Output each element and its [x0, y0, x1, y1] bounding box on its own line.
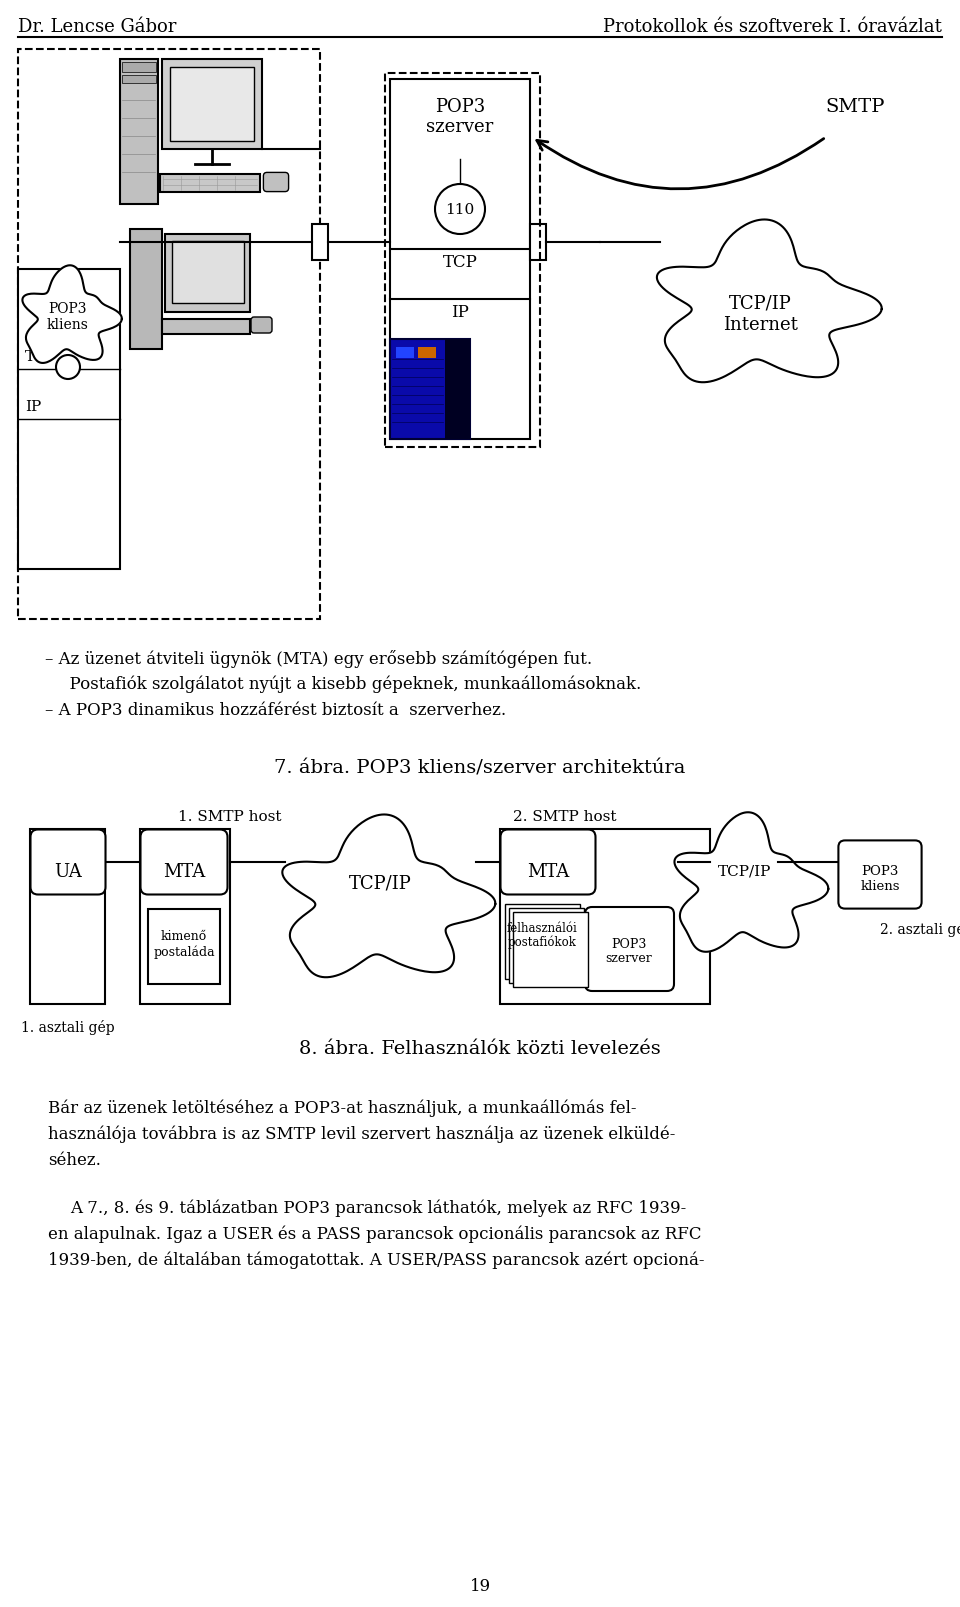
Text: kliens: kliens: [47, 318, 89, 331]
Text: 2. SMTP host: 2. SMTP host: [514, 810, 616, 823]
Text: POP3: POP3: [435, 98, 485, 116]
Bar: [445, 339, 470, 440]
Bar: [122, 63, 156, 72]
Bar: [505, 905, 580, 979]
Text: MTA: MTA: [527, 863, 569, 881]
Text: MTA: MTA: [163, 863, 205, 881]
Bar: [165, 235, 250, 313]
Text: A 7., 8. és 9. táblázatban POP3 parancsok láthatók, melyek az RFC 1939-: A 7., 8. és 9. táblázatban POP3 parancso…: [70, 1199, 686, 1216]
Text: Bár az üzenek letöltéséhez a POP3-at használjuk, a munkaállómás fel-: Bár az üzenek letöltéséhez a POP3-at has…: [48, 1099, 636, 1117]
Text: Dr. Lencse Gábor: Dr. Lencse Gábor: [18, 18, 177, 35]
FancyBboxPatch shape: [838, 840, 922, 910]
Bar: [170, 67, 254, 141]
Text: POP3: POP3: [612, 937, 647, 950]
Text: en alapulnak. Igaz a USER és a PASS parancsok opcionális parancsok az RFC: en alapulnak. Igaz a USER és a PASS para…: [48, 1225, 702, 1242]
FancyBboxPatch shape: [31, 829, 106, 895]
FancyArrowPatch shape: [537, 140, 824, 190]
Text: 1939-ben, de általában támogatottak. A USER/PASS parancsok azért opcioná-: 1939-ben, de általában támogatottak. A U…: [48, 1252, 705, 1268]
Text: – Az üzenet átviteli ügynök (MTA) egy erősebb számítógépen fut.: – Az üzenet átviteli ügynök (MTA) egy er…: [45, 649, 592, 667]
FancyBboxPatch shape: [585, 908, 674, 992]
Bar: [148, 910, 220, 985]
Polygon shape: [657, 220, 881, 382]
Text: TCP: TCP: [443, 254, 477, 272]
Circle shape: [56, 355, 80, 379]
Bar: [385, 74, 540, 448]
Text: Internet: Internet: [723, 317, 798, 334]
Text: IP: IP: [25, 400, 41, 413]
Bar: [418, 347, 436, 358]
Text: TCP/IP: TCP/IP: [718, 865, 772, 879]
Text: kimenő: kimenő: [161, 929, 207, 942]
Bar: [18, 270, 120, 569]
FancyBboxPatch shape: [263, 174, 289, 193]
Text: IP: IP: [451, 304, 468, 321]
Text: séhez.: séhez.: [48, 1151, 101, 1168]
Bar: [120, 59, 158, 204]
FancyBboxPatch shape: [251, 318, 272, 334]
Bar: [312, 225, 328, 260]
Text: TCP/IP: TCP/IP: [729, 294, 791, 312]
Bar: [390, 80, 530, 440]
Bar: [390, 339, 470, 440]
Bar: [130, 230, 162, 350]
Text: 110: 110: [445, 202, 474, 217]
Bar: [396, 347, 414, 358]
Bar: [18, 50, 320, 620]
FancyBboxPatch shape: [140, 829, 228, 895]
Bar: [30, 829, 105, 1004]
Text: TCP/IP: TCP/IP: [348, 874, 412, 892]
Text: postaláda: postaláda: [154, 945, 215, 959]
Text: SMTP: SMTP: [826, 98, 885, 116]
Bar: [122, 76, 156, 84]
Bar: [513, 913, 588, 987]
Bar: [530, 225, 546, 260]
Text: felhasználói: felhasználói: [507, 921, 577, 934]
Text: 7. ábra. POP3 kliens/szerver architektúra: 7. ábra. POP3 kliens/szerver architektúr…: [275, 760, 685, 778]
Text: POP3: POP3: [861, 865, 899, 877]
Bar: [160, 175, 260, 193]
Bar: [140, 829, 230, 1004]
Polygon shape: [282, 815, 495, 977]
Text: 19: 19: [469, 1576, 491, 1594]
Text: postafiókok: postafiókok: [508, 935, 576, 948]
Text: 1. SMTP host: 1. SMTP host: [179, 810, 281, 823]
Text: TCP: TCP: [25, 350, 57, 363]
Text: 8. ábra. Felhasználók közti levelezés: 8. ábra. Felhasználók közti levelezés: [300, 1040, 660, 1057]
Text: szerver: szerver: [426, 117, 493, 137]
Text: POP3: POP3: [49, 302, 87, 317]
Text: Protokollok és szoftverek I. óravázlat: Protokollok és szoftverek I. óravázlat: [603, 18, 942, 35]
Text: Postafiók szolgálatot nyújt a kisebb gépeknek, munkaállomásoknak.: Postafiók szolgálatot nyújt a kisebb gép…: [59, 675, 641, 693]
Bar: [162, 320, 250, 334]
Bar: [172, 241, 244, 304]
Circle shape: [435, 185, 485, 235]
Polygon shape: [675, 813, 828, 953]
Text: szerver: szerver: [606, 951, 653, 964]
Bar: [500, 829, 710, 1004]
Text: kliens: kliens: [860, 879, 900, 892]
Text: 1. asztali gép: 1. asztali gép: [21, 1019, 115, 1035]
Text: UA: UA: [54, 863, 82, 881]
Text: – A POP3 dinamikus hozzáférést biztosít a  szerverhez.: – A POP3 dinamikus hozzáférést biztosít …: [45, 702, 506, 718]
FancyBboxPatch shape: [500, 829, 595, 895]
Bar: [509, 908, 584, 983]
Polygon shape: [22, 267, 122, 363]
Text: használója továbbra is az SMTP levil szervert használja az üzenek elküldé-: használója továbbra is az SMTP levil sze…: [48, 1125, 676, 1143]
Text: 2. asztali gép: 2. asztali gép: [880, 921, 960, 937]
Bar: [162, 59, 262, 149]
